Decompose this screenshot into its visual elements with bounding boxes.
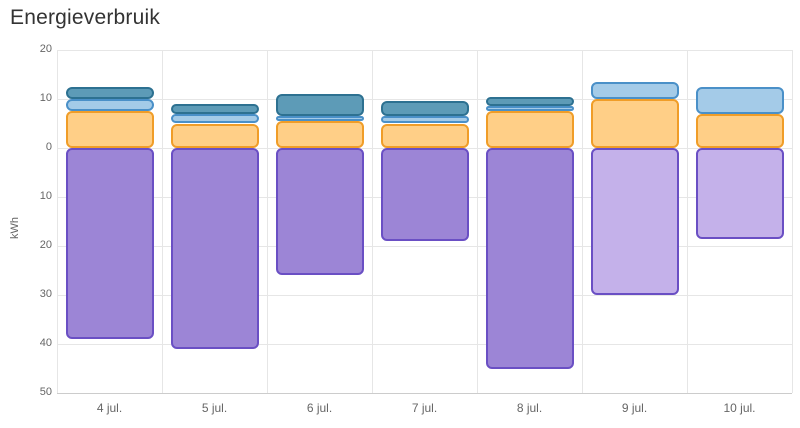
vertical-gridline bbox=[162, 50, 163, 393]
horizontal-gridline bbox=[57, 50, 792, 51]
vertical-gridline bbox=[57, 50, 58, 393]
x-tick-label: 5 jul. bbox=[201, 401, 228, 415]
horizontal-gridline bbox=[57, 393, 792, 394]
plot-area bbox=[57, 50, 793, 394]
horizontal-gridline bbox=[57, 344, 792, 345]
y-tick-label: 10 bbox=[39, 92, 52, 104]
bar-segment-purple[interactable] bbox=[380, 148, 469, 242]
y-tick-label: 10 bbox=[39, 190, 52, 202]
horizontal-gridline bbox=[57, 295, 792, 296]
horizontal-gridline bbox=[57, 246, 792, 247]
bar-segment-purple[interactable] bbox=[170, 148, 259, 349]
x-tick-label: 6 jul. bbox=[306, 401, 333, 415]
bar-segment-orange[interactable] bbox=[590, 99, 679, 148]
y-tick-label: 30 bbox=[39, 288, 52, 300]
x-tick-label: 9 jul. bbox=[621, 401, 648, 415]
bar-segment-teal[interactable] bbox=[65, 86, 154, 99]
bar-segment-light-blue[interactable] bbox=[380, 116, 469, 124]
vertical-gridline bbox=[267, 50, 268, 393]
bar-segment-teal[interactable] bbox=[485, 96, 574, 107]
bar-segment-light-blue[interactable] bbox=[485, 106, 574, 112]
bar-segment-purple[interactable] bbox=[65, 148, 154, 340]
bar-segment-orange[interactable] bbox=[170, 123, 259, 148]
bar-segment-light-blue[interactable] bbox=[275, 116, 364, 122]
y-tick-label: 50 bbox=[39, 386, 52, 398]
x-tick-label: 8 jul. bbox=[516, 401, 543, 415]
y-tick-label: 20 bbox=[39, 43, 52, 55]
bar-segment-light-blue[interactable] bbox=[695, 86, 784, 114]
vertical-gridline bbox=[582, 50, 583, 393]
bar-segment-orange[interactable] bbox=[485, 111, 574, 148]
vertical-gridline bbox=[477, 50, 478, 393]
bar-segment-light-blue[interactable] bbox=[590, 81, 679, 99]
bar-segment-orange[interactable] bbox=[695, 113, 784, 148]
y-tick-label: 40 bbox=[39, 337, 52, 349]
bar-segment-purple[interactable] bbox=[590, 148, 679, 295]
bar-segment-orange[interactable] bbox=[275, 121, 364, 148]
bar-segment-purple[interactable] bbox=[695, 148, 784, 239]
bar-segment-purple[interactable] bbox=[485, 148, 574, 369]
y-axis-title: kWh bbox=[9, 217, 21, 239]
vertical-gridline bbox=[372, 50, 373, 393]
x-tick-label: 4 jul. bbox=[96, 401, 123, 415]
bar-segment-light-blue[interactable] bbox=[170, 113, 259, 124]
x-tick-label: 7 jul. bbox=[411, 401, 438, 415]
bar-segment-orange[interactable] bbox=[380, 123, 469, 148]
bar-segment-purple[interactable] bbox=[275, 148, 364, 276]
bar-segment-orange[interactable] bbox=[65, 111, 154, 148]
y-tick-label: 20 bbox=[39, 239, 52, 251]
chart-title: Energieverbruik bbox=[10, 6, 161, 29]
bar-segment-teal[interactable] bbox=[170, 103, 259, 114]
horizontal-gridline bbox=[57, 99, 792, 100]
x-tick-label: 10 jul. bbox=[723, 401, 756, 415]
y-tick-label: 0 bbox=[45, 141, 52, 153]
bar-segment-light-blue[interactable] bbox=[65, 99, 154, 112]
vertical-gridline bbox=[792, 50, 793, 393]
vertical-gridline bbox=[687, 50, 688, 393]
bar-segment-teal[interactable] bbox=[380, 101, 469, 117]
bar-segment-teal[interactable] bbox=[275, 94, 364, 117]
